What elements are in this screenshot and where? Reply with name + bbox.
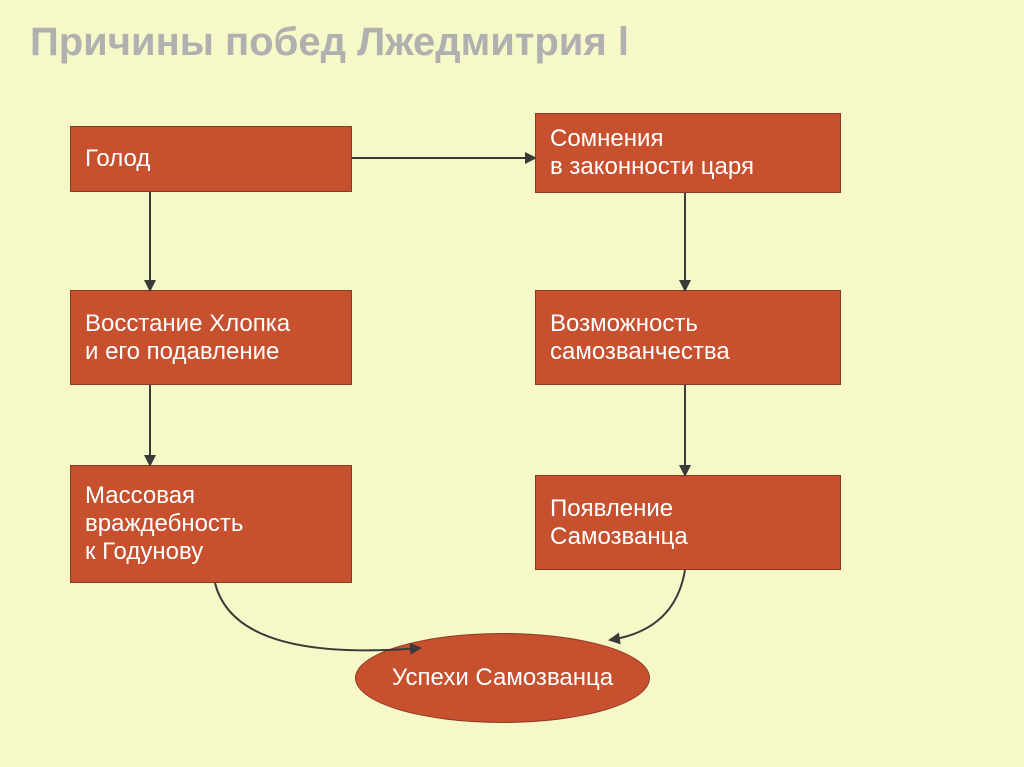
slide-title: Причины побед Лжедмитрия l bbox=[30, 20, 629, 65]
node-golod: Голод bbox=[70, 126, 352, 192]
node-vosstanie: Восстание Хлопка и его подавление bbox=[70, 290, 352, 385]
node-poyavlenie: Появление Самозванца bbox=[535, 475, 841, 570]
node-samozvan: Возможность самозванчества bbox=[535, 290, 841, 385]
node-somneniya: Сомнения в законности царя bbox=[535, 113, 841, 193]
slide: Причины побед Лжедмитрия l Голод Сомнени… bbox=[0, 0, 1024, 767]
node-uspehi: Успехи Самозванца bbox=[355, 633, 650, 723]
node-vrazhdebnost: Массовая враждебность к Годунову bbox=[70, 465, 352, 583]
